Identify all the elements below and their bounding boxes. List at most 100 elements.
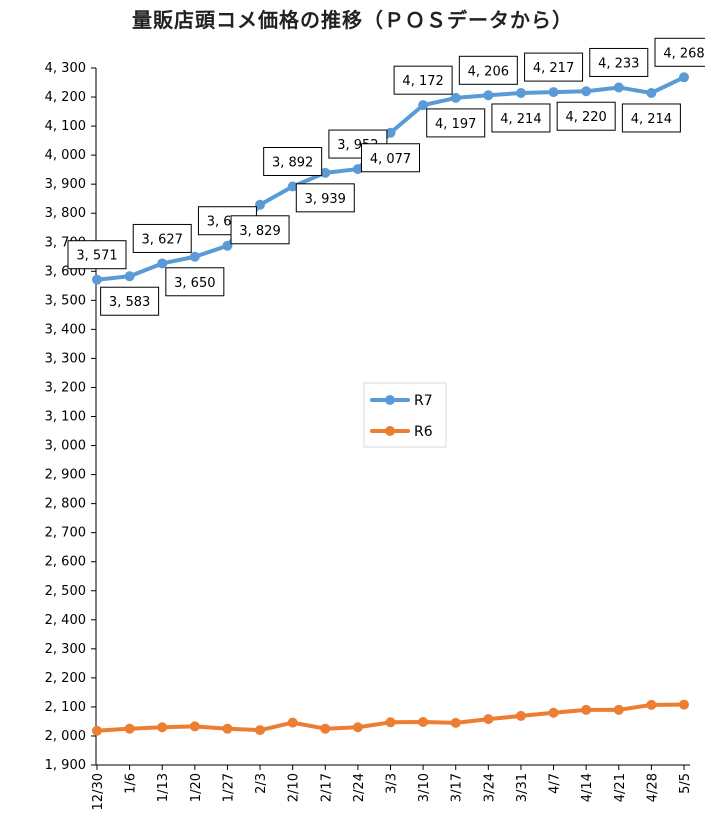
data-point-r6 <box>385 717 396 728</box>
data-point-r6 <box>515 710 526 721</box>
data-label-box <box>132 223 192 253</box>
data-point-r7 <box>450 92 461 103</box>
x-tick-label: 3/17 <box>450 773 465 802</box>
chart-title: 量販店頭コメ価格の推移（ＰＯＳデータから） <box>132 8 573 32</box>
y-tick-label: 4, 300 <box>45 61 86 76</box>
data-point-r6 <box>255 725 266 736</box>
x-tick-label: 4/21 <box>613 773 628 802</box>
data-label-box <box>100 286 160 316</box>
data-label-box <box>295 183 355 213</box>
data-point-r7 <box>92 274 102 285</box>
data-point-r7 <box>646 87 657 98</box>
y-tick-label: 2, 100 <box>45 700 86 715</box>
data-point-r6 <box>287 717 298 728</box>
data-point-r7 <box>613 82 624 93</box>
x-tick-label: 4/28 <box>645 773 660 802</box>
data-point-r7 <box>679 72 689 83</box>
x-tick-label: 2/17 <box>319 773 334 802</box>
x-tick-label: 1/20 <box>189 773 204 802</box>
data-point-r7 <box>320 167 331 178</box>
x-tick-label: 1/6 <box>124 773 139 794</box>
y-tick-label: 2, 400 <box>45 613 86 628</box>
data-point-r7 <box>352 164 363 175</box>
data-label-box <box>67 240 127 270</box>
y-tick-label: 3, 500 <box>45 293 86 308</box>
data-label: 4, 206 <box>468 64 509 79</box>
y-tick-label: 3, 200 <box>45 380 86 395</box>
data-point-r7 <box>189 251 200 262</box>
y-tick-label: 2, 600 <box>45 555 86 570</box>
data-label: 4, 172 <box>402 74 443 89</box>
series-lines <box>92 72 689 736</box>
data-point-r6 <box>483 714 494 725</box>
data-point-r6 <box>548 707 559 718</box>
data-point-r7 <box>124 271 135 282</box>
x-tick-label: 3/10 <box>417 773 432 802</box>
x-tick-label: 2/24 <box>352 773 367 802</box>
data-point-r7 <box>515 87 526 98</box>
data-label: 4, 268 <box>663 46 704 61</box>
y-tick-label: 4, 100 <box>45 119 86 134</box>
data-label-box <box>589 47 649 77</box>
legend: R7 R6 <box>363 382 447 448</box>
data-point-r7 <box>287 181 298 192</box>
data-point-r6 <box>222 723 233 734</box>
data-point-r7 <box>548 87 559 98</box>
y-tick-label: 1, 900 <box>45 758 86 773</box>
legend-marker-r6 <box>385 426 395 436</box>
data-label: 3, 571 <box>76 249 117 264</box>
legend-label-r6: R6 <box>414 424 433 440</box>
x-tick-label: 3/3 <box>385 773 400 794</box>
y-tick-label: 2, 300 <box>45 642 86 657</box>
data-label-box <box>654 37 705 67</box>
legend-marker-r7 <box>385 395 395 405</box>
x-tick-label: 2/3 <box>254 773 269 794</box>
axes: 1, 900 2, 000 2, 100 2, 200 2, 300 2, 400 2, 5… <box>45 61 693 810</box>
data-label-box <box>361 143 420 173</box>
legend-box <box>363 382 447 448</box>
data-label: 3, 650 <box>174 276 215 291</box>
x-tick-label: 12/30 <box>91 773 106 810</box>
data-point-r6 <box>124 723 135 734</box>
data-point-r6 <box>352 722 363 733</box>
data-label: 3, 583 <box>109 295 150 310</box>
data-point-r6 <box>320 723 331 734</box>
data-label: 3, 939 <box>305 192 346 207</box>
x-tick-label: 5/5 <box>678 773 693 794</box>
data-label-box <box>263 146 323 176</box>
data-point-r7 <box>483 90 494 101</box>
data-label-box <box>426 108 486 138</box>
data-label-box <box>556 101 616 131</box>
y-tick-label: 2, 200 <box>45 671 86 686</box>
data-label: 4, 220 <box>565 110 606 125</box>
y-tick-label: 4, 200 <box>45 90 86 105</box>
data-label-box <box>230 215 290 245</box>
data-point-r6 <box>189 721 200 732</box>
y-tick-label: 2, 500 <box>45 584 86 599</box>
y-tick-label: 3, 900 <box>45 177 86 192</box>
data-point-r6 <box>418 717 429 728</box>
y-tick-label: 3, 000 <box>45 439 86 454</box>
data-label: 4, 077 <box>370 152 411 167</box>
data-label-box <box>491 103 551 133</box>
x-tick-label: 1/27 <box>221 773 236 802</box>
x-tick-label: 2/10 <box>287 773 302 802</box>
y-tick-label: 3, 800 <box>45 206 86 221</box>
x-tick-label: 4/7 <box>548 773 563 794</box>
data-label: 4, 233 <box>598 56 639 71</box>
data-point-r6 <box>450 717 461 728</box>
data-label: 4, 197 <box>435 117 476 132</box>
data-label: 3, 892 <box>272 155 313 170</box>
data-point-r7 <box>255 199 266 210</box>
data-label-box <box>393 65 453 95</box>
data-point-r6 <box>646 699 657 710</box>
data-point-r6 <box>92 725 102 736</box>
y-tick-label: 2, 700 <box>45 526 86 541</box>
y-tick-label: 2, 900 <box>45 468 86 483</box>
x-tick-label: 4/14 <box>580 773 595 802</box>
y-tick-label: 3, 400 <box>45 322 86 337</box>
data-label: 3, 829 <box>239 224 280 239</box>
data-point-r6 <box>157 722 168 733</box>
